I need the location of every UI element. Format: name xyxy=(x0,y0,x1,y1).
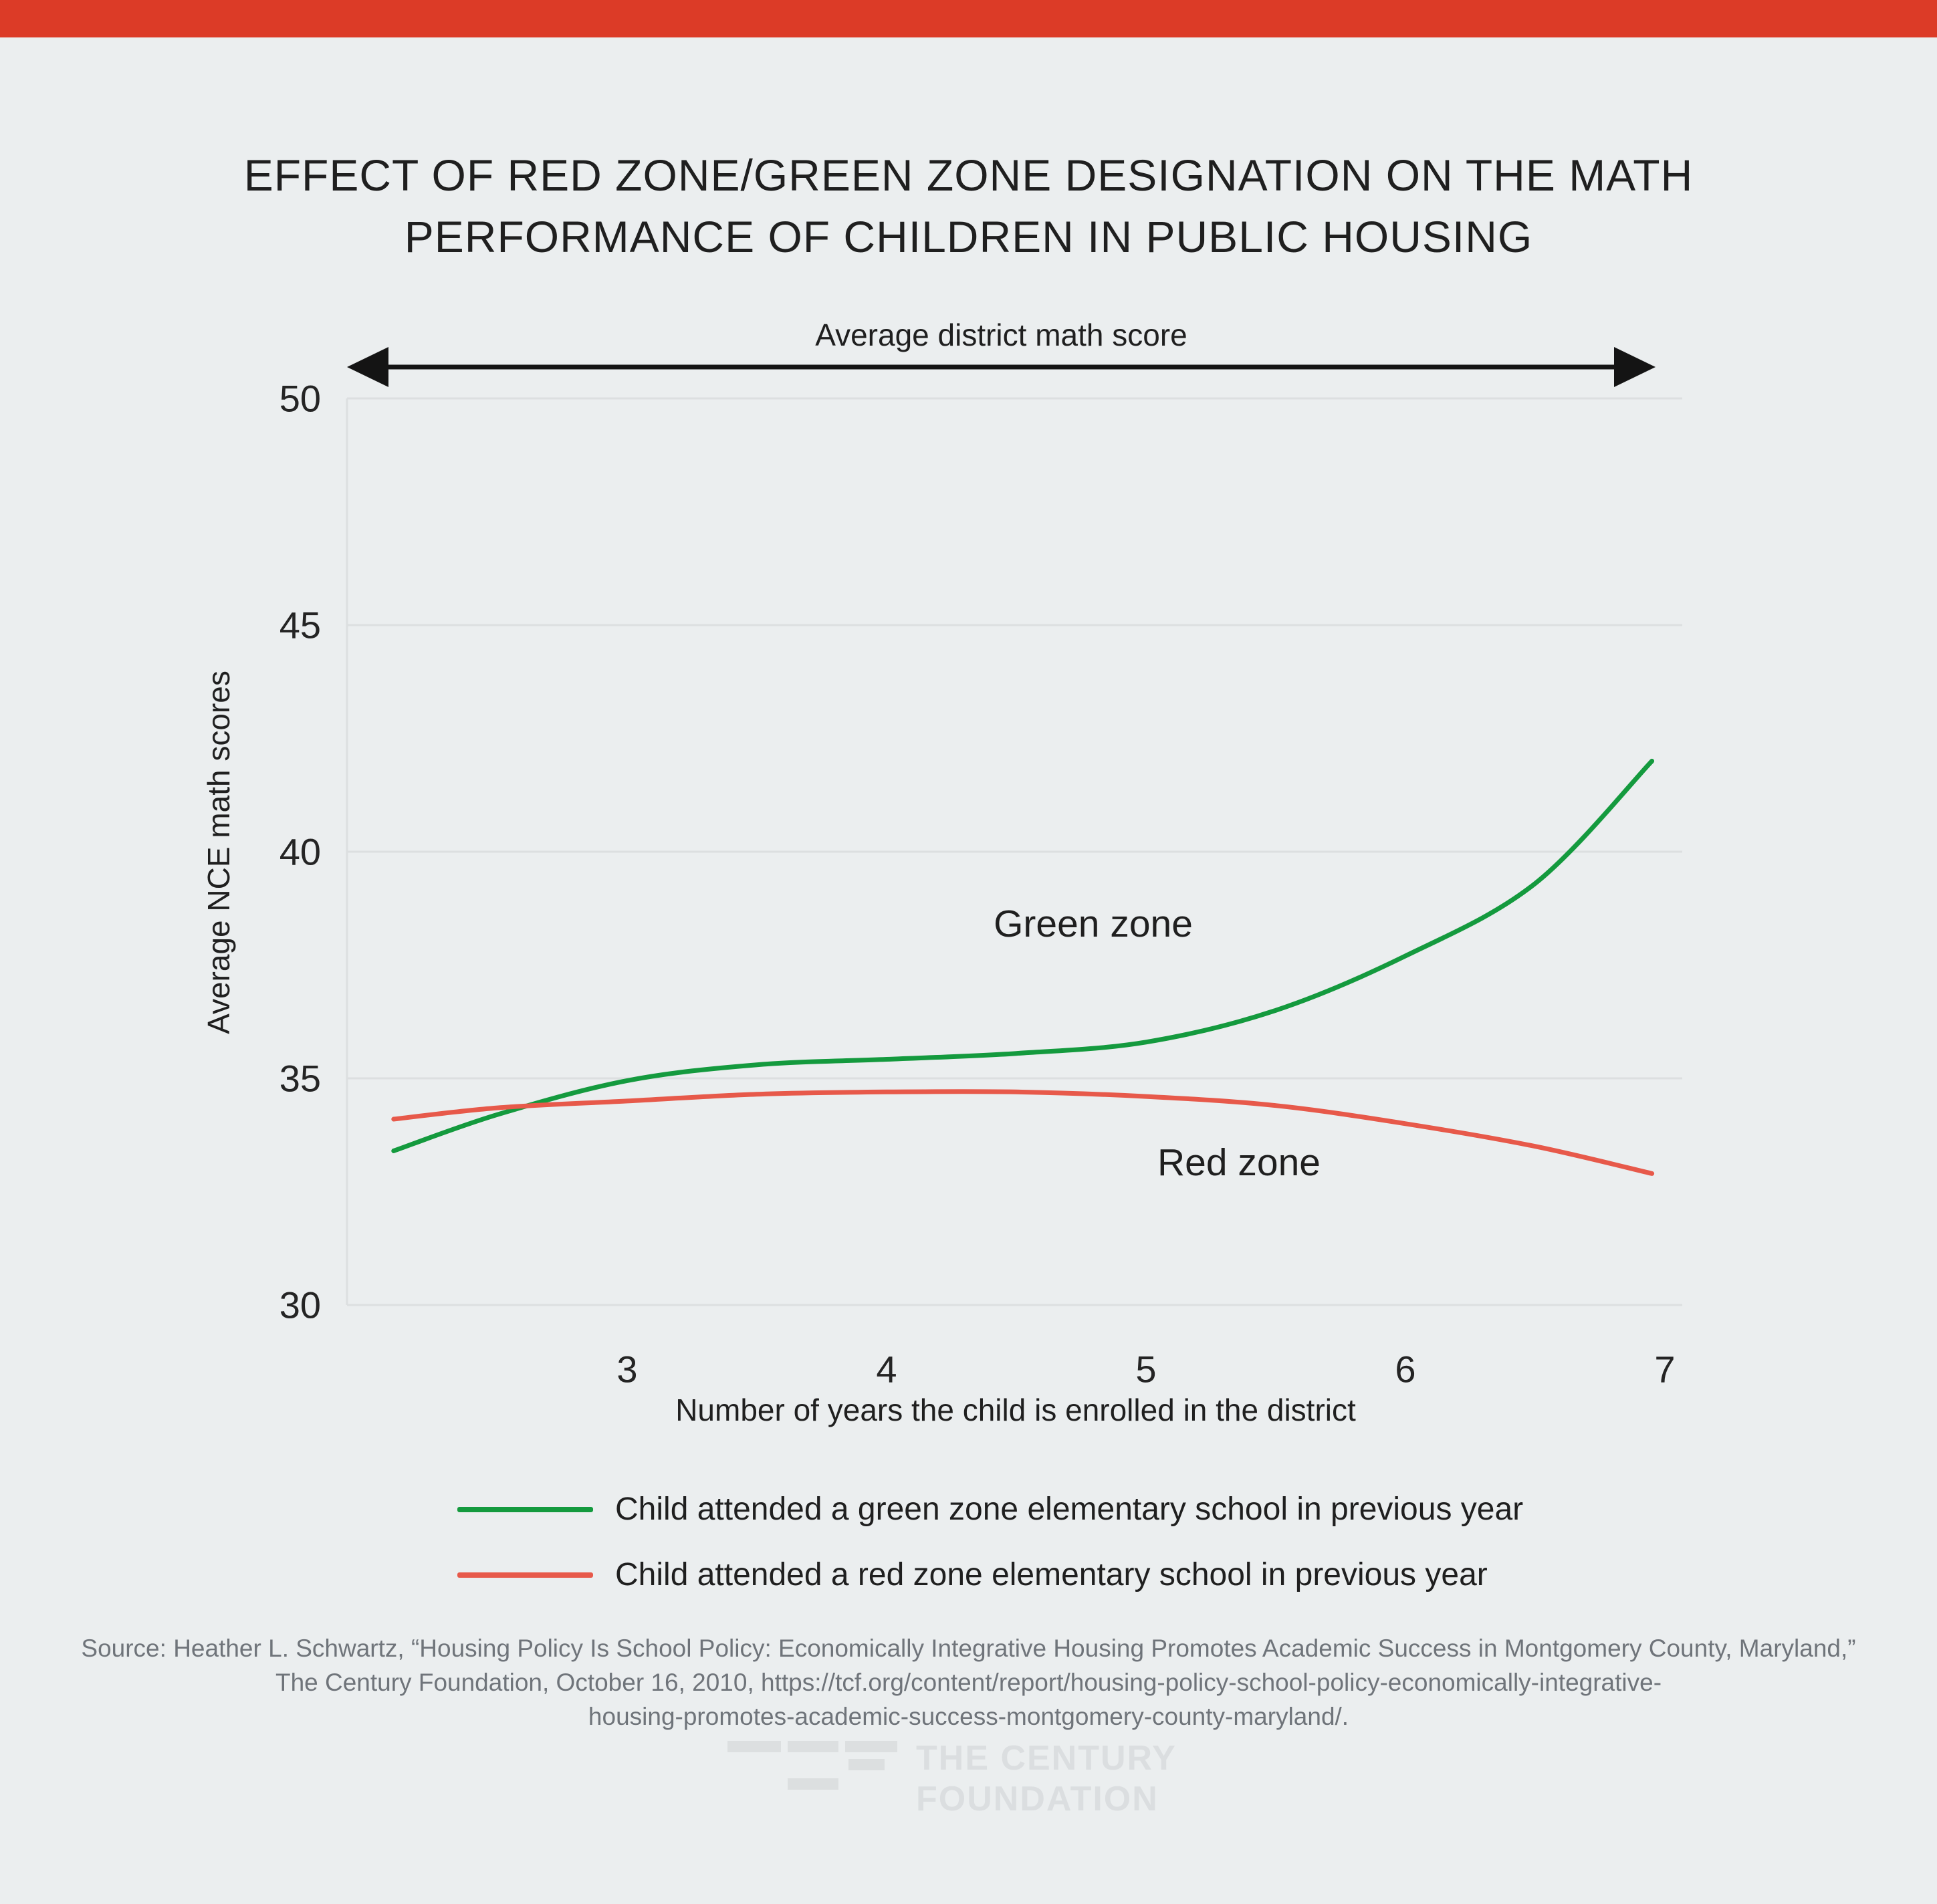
y-tick-label-30: 30 xyxy=(279,1284,321,1326)
tcf-logo: THE CENTURY FOUNDATION xyxy=(727,1738,1209,1818)
source-line-3: housing-promotes-academic-success-montgo… xyxy=(588,1703,1349,1730)
x-axis-label: Number of years the child is enrolled in… xyxy=(675,1393,1356,1427)
logo-wordmark-line-2: FOUNDATION xyxy=(916,1780,1159,1818)
source-line-1: Source: Heather L. Schwartz, “Housing Po… xyxy=(81,1635,1856,1662)
logo-mark-bar xyxy=(788,1741,838,1752)
logo-mark-bar xyxy=(845,1741,897,1752)
red-zone-label: Red zone xyxy=(1157,1141,1321,1184)
green-zone-line xyxy=(391,758,1655,1153)
top-axis-label: Average district math score xyxy=(815,318,1187,352)
logo-mark-bar xyxy=(848,1759,885,1770)
source-citation: Source: Heather L. Schwartz, “Housing Po… xyxy=(0,1631,1937,1734)
logo-mark-bar xyxy=(788,1778,838,1790)
y-tick-label-45: 45 xyxy=(279,604,321,646)
arrow-left-head-icon xyxy=(347,347,388,387)
x-tick-label-6: 6 xyxy=(1395,1348,1416,1391)
chart-title: EFFECT OF RED ZONE/GREEN ZONE DESIGNATIO… xyxy=(0,144,1937,267)
chart-title-line-2: PERFORMANCE OF CHILDREN IN PUBLIC HOUSIN… xyxy=(404,212,1533,261)
legend-label-red: Child attended a red zone elementary sch… xyxy=(615,1557,1488,1592)
x-tick-label-7: 7 xyxy=(1654,1348,1676,1391)
legend-swatch-red-line xyxy=(457,1572,593,1578)
x-tick-label-3: 3 xyxy=(616,1348,638,1391)
source-line-2: The Century Foundation, October 16, 2010… xyxy=(275,1669,1662,1696)
red-zone-line xyxy=(391,1089,1655,1176)
y-tick-label-40: 40 xyxy=(279,830,321,873)
y-tick-label-35: 35 xyxy=(279,1057,321,1100)
logo-wordmark-line-1: THE CENTURY xyxy=(916,1739,1177,1778)
logo-mark-bar xyxy=(727,1741,781,1752)
legend-label-green: Child attended a green zone elementary s… xyxy=(615,1492,1524,1527)
y-tick-label-50: 50 xyxy=(279,377,321,420)
top-bar xyxy=(0,0,1937,37)
chart-title-line-1: EFFECT OF RED ZONE/GREEN ZONE DESIGNATIO… xyxy=(243,150,1694,200)
logo-wordmark: THE CENTURY FOUNDATION xyxy=(916,1738,1177,1820)
arrow-right-head-icon xyxy=(1614,347,1656,387)
legend-swatch-green-line xyxy=(457,1507,593,1512)
green-zone-label: Green zone xyxy=(994,903,1193,945)
x-tick-label-4: 4 xyxy=(876,1348,897,1391)
x-tick-label-5: 5 xyxy=(1135,1348,1157,1391)
